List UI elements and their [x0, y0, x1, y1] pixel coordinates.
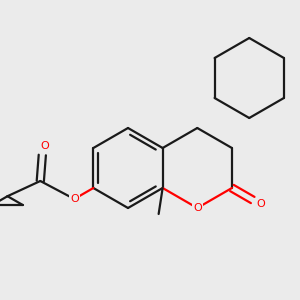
Text: O: O — [40, 141, 49, 151]
Text: O: O — [70, 194, 79, 204]
Text: O: O — [256, 200, 265, 209]
Text: O: O — [193, 203, 202, 213]
